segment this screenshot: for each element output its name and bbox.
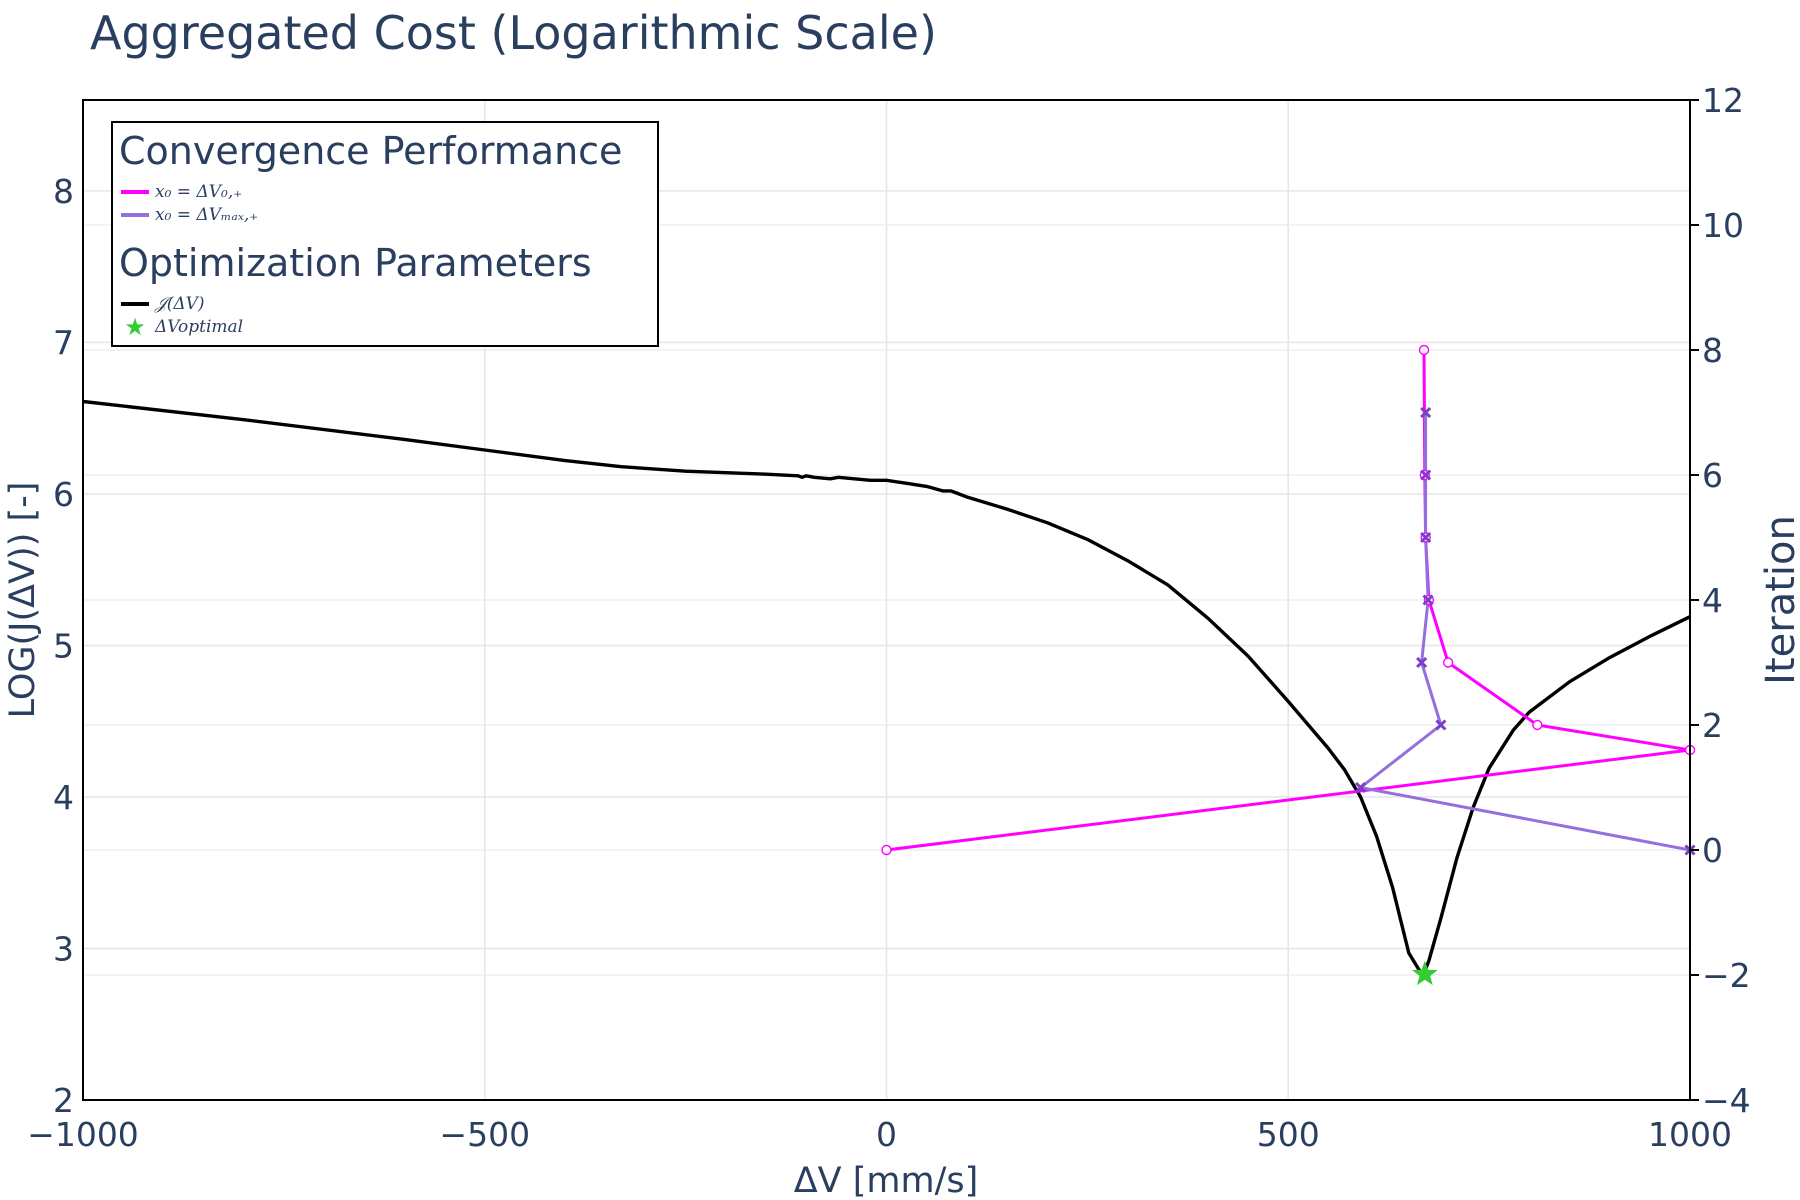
y2-tick-label: 2 xyxy=(1702,706,1723,745)
optimal-star-marker xyxy=(1412,960,1438,986)
series-layer xyxy=(83,349,1690,975)
legend: Convergence Performance x₀ = ΔV₀,₊ x₀ = … xyxy=(111,121,659,347)
y-tick-label: 8 xyxy=(53,172,74,211)
data-point-marker xyxy=(1416,656,1428,669)
legend-label: x₀ = ΔVₘₐₓ,₊ xyxy=(155,205,259,225)
x-tick-label: 500 xyxy=(1257,1115,1320,1154)
y2-tick-label: 12 xyxy=(1702,81,1744,120)
data-point-marker xyxy=(1354,781,1367,794)
y2-tick-label: −4 xyxy=(1702,1081,1751,1120)
y2-axis-title: Iteration xyxy=(1758,515,1800,685)
legend-item-x0-dvmax: x₀ = ΔVₘₐₓ,₊ xyxy=(121,204,258,226)
x-tick-label: −1000 xyxy=(27,1115,139,1154)
x-axis-title: ΔV [mm/s] xyxy=(794,1161,979,1200)
chart-title: Aggregated Cost (Logarithmic Scale) xyxy=(90,6,937,60)
legend-label: x₀ = ΔV₀,₊ xyxy=(155,182,243,202)
data-point-marker xyxy=(1420,406,1432,419)
data-point-marker xyxy=(1420,531,1432,544)
x-tick-label: 1000 xyxy=(1648,1115,1732,1154)
x-tick-label: 0 xyxy=(876,1115,897,1154)
data-point-marker xyxy=(1435,719,1447,731)
x-tick-label: −500 xyxy=(439,1115,530,1154)
series-line-2 xyxy=(1359,412,1690,852)
data-point-marker xyxy=(1532,719,1543,731)
legend-item-x0-dv0: x₀ = ΔV₀,₊ xyxy=(121,181,242,203)
data-point-marker xyxy=(881,844,892,856)
data-point-marker xyxy=(1418,344,1430,356)
y-tick-label: 3 xyxy=(53,929,74,968)
data-point-marker xyxy=(1422,594,1434,606)
legend-group-title: Convergence Performance xyxy=(119,129,623,173)
legend-swatch xyxy=(121,302,149,306)
y-tick-label: 5 xyxy=(53,626,74,665)
legend-label: 𝒥(ΔV) xyxy=(155,294,205,314)
y-tick-label: 6 xyxy=(53,475,74,514)
data-point-marker xyxy=(1442,657,1454,668)
data-point-marker xyxy=(1420,469,1432,481)
legend-label: ΔVoptimal xyxy=(155,317,244,337)
series-line-0 xyxy=(83,399,1690,975)
y2-tick-label: 6 xyxy=(1702,456,1723,495)
legend-item-cost: 𝒥(ΔV) xyxy=(121,293,205,315)
y2-tick-label: 4 xyxy=(1702,581,1723,620)
y-tick-label: 2 xyxy=(53,1081,74,1120)
tick-labels: −1000 −500 0 500 1000 2 3 4 5 6 7 8 −4 −2 0 2 4 6 8 10 12 xyxy=(27,81,1750,1154)
legend-group-title: Optimization Parameters xyxy=(119,241,592,285)
y2-tick-label: 0 xyxy=(1702,831,1723,870)
y-tick-label: 7 xyxy=(53,323,74,362)
y-axis-title: LOG(J(ΔV)) [-] xyxy=(3,482,43,719)
star-icon: ★ xyxy=(124,313,146,341)
y2-tick-label: −2 xyxy=(1702,956,1751,995)
legend-item-optimal: ★ ΔVoptimal xyxy=(121,313,244,341)
legend-swatch xyxy=(121,190,149,194)
y-tick-label: 4 xyxy=(53,778,74,817)
legend-swatch xyxy=(121,213,149,217)
y2-tick-label: 10 xyxy=(1702,206,1744,245)
y2-tick-label: 8 xyxy=(1702,331,1723,370)
